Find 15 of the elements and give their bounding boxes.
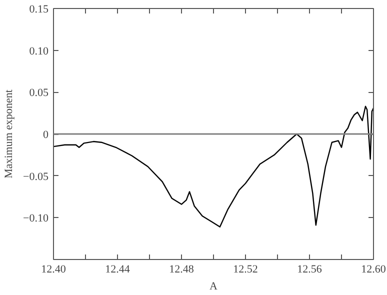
y-tick-label: 0.10	[29, 45, 49, 58]
x-tick-label: 12.40	[41, 264, 66, 276]
y-tick-label: −0.10	[23, 212, 49, 225]
y-tick-label: 0.15	[29, 4, 49, 16]
x-tick-label: 12.56	[297, 264, 322, 276]
y-tick-label: 0	[43, 129, 49, 141]
x-tick-label: 12.52	[233, 264, 258, 276]
y-axis-title: Maximum exponent	[3, 90, 16, 178]
x-axis-title: A	[210, 280, 218, 292]
x-tick-label: 12.48	[169, 264, 194, 276]
y-tick-label: 0.05	[29, 87, 49, 100]
x-tick-label: 12.44	[105, 264, 130, 276]
y-tick-label: −0.05	[23, 170, 49, 183]
x-tick-label: 12.60	[361, 264, 386, 276]
line-series	[54, 106, 374, 228]
